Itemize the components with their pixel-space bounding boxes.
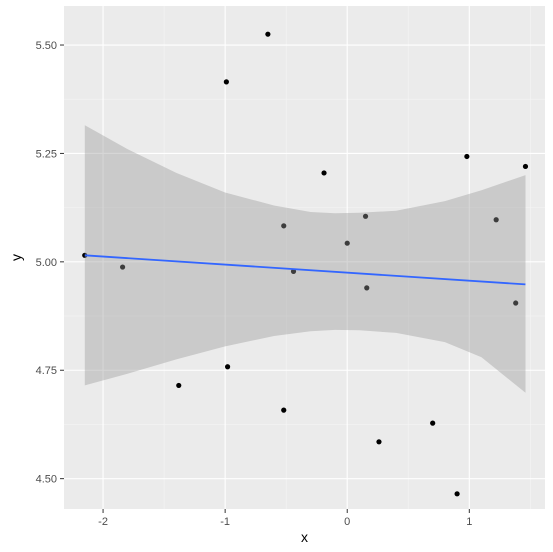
- data-point: [364, 285, 370, 291]
- data-point: [513, 300, 519, 306]
- data-point: [454, 491, 460, 497]
- y-tick-label: 5.00: [36, 257, 57, 269]
- data-point: [522, 163, 529, 170]
- data-point: [176, 382, 182, 389]
- data-point: [321, 170, 327, 176]
- data-point: [265, 31, 271, 37]
- data-points: [82, 31, 529, 497]
- grid-minor: [64, 6, 545, 509]
- data-point: [493, 217, 499, 223]
- x-axis: -2 -1 0 1: [98, 509, 472, 528]
- y-axis-title: y: [8, 254, 24, 261]
- y-tick-label: 4.50: [36, 474, 57, 486]
- data-point: [119, 264, 126, 270]
- confidence-band: [84, 125, 526, 393]
- x-tick-label: -2: [98, 516, 108, 528]
- y-tick-label: 4.75: [36, 365, 57, 377]
- plot-panel: [64, 6, 545, 509]
- data-point: [82, 252, 88, 258]
- x-tick-label: 0: [344, 516, 350, 528]
- data-point: [376, 439, 382, 445]
- regression-line: [84, 254, 526, 286]
- y-tick-label: 5.50: [36, 40, 57, 52]
- data-point: [281, 223, 287, 229]
- x-axis-title: x: [301, 529, 308, 545]
- x-tick-label: -1: [220, 516, 230, 528]
- y-tick-label: 5.25: [36, 148, 57, 160]
- data-point: [344, 240, 350, 246]
- grid-major: [64, 6, 545, 509]
- data-point: [362, 213, 369, 219]
- data-point: [464, 153, 470, 160]
- x-tick-label: 1: [466, 516, 472, 528]
- data-point: [430, 420, 436, 426]
- data-point: [224, 364, 231, 370]
- data-point: [281, 407, 287, 413]
- data-point: [223, 79, 229, 85]
- y-axis: 4.50 4.75 5.00 5.25 5.50: [36, 40, 64, 486]
